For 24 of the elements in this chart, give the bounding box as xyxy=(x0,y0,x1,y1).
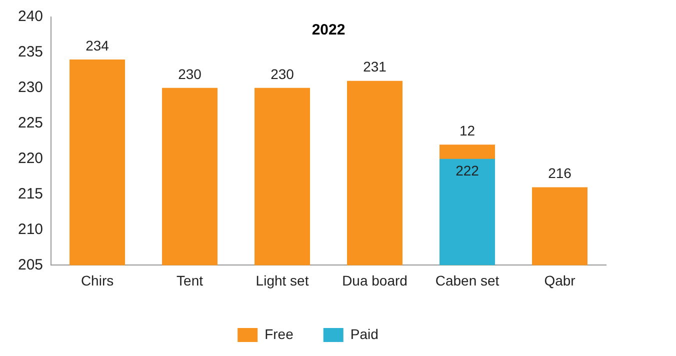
x-tick-label: Tent xyxy=(176,272,204,288)
y-tick-label: 230 xyxy=(18,79,44,96)
data-label: 234 xyxy=(86,37,110,54)
x-tick-label: Qabr xyxy=(544,272,576,288)
legend-label: Free xyxy=(264,326,294,342)
chart-title: 2022 xyxy=(312,22,346,39)
y-tick-label: 225 xyxy=(18,114,44,132)
data-label: 230 xyxy=(270,66,294,82)
y-tick-label: 205 xyxy=(18,256,44,274)
data-label: 231 xyxy=(363,58,387,75)
x-tick-label: Caben set xyxy=(435,272,500,288)
annotation: 222 xyxy=(456,162,480,179)
y-tick-label: 235 xyxy=(18,44,44,61)
x-tick-label: Chirs xyxy=(80,272,114,288)
y-tick-label: 215 xyxy=(18,185,44,202)
legend-label: Paid xyxy=(350,326,378,342)
y-tick-label: 240 xyxy=(18,8,44,26)
data-label: 216 xyxy=(548,165,572,182)
data-label: 230 xyxy=(178,66,202,82)
y-tick-label: 220 xyxy=(18,150,44,167)
x-tick-label: Light set xyxy=(256,272,309,288)
annotation: 12 xyxy=(459,122,476,139)
x-tick-label: Dua board xyxy=(342,272,408,288)
y-tick-label: 210 xyxy=(18,220,44,238)
